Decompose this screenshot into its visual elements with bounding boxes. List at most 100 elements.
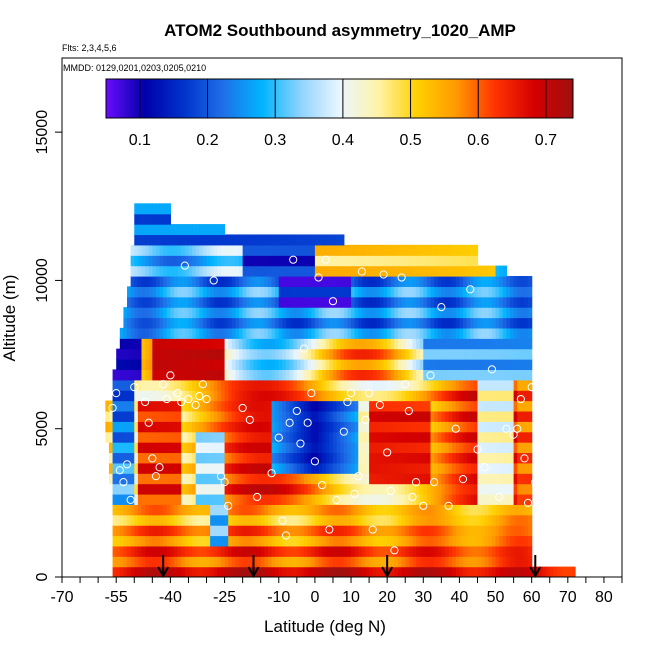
heatmap-cell — [257, 379, 262, 391]
heatmap-cell — [195, 410, 200, 422]
heatmap-cell — [437, 442, 442, 454]
heatmap-cell — [184, 452, 190, 464]
heatmap-cell — [376, 379, 381, 391]
heatmap-cell — [228, 317, 233, 329]
heatmap-cell — [448, 473, 453, 485]
heatmap-cell — [231, 410, 237, 422]
heatmap-cell — [275, 556, 280, 568]
heatmap-cell — [282, 410, 287, 422]
heatmap-cell — [307, 296, 312, 308]
heatmap-cell — [293, 545, 298, 557]
heatmap-cell — [448, 327, 453, 339]
heatmap-cell — [502, 369, 507, 381]
heatmap-cell — [347, 379, 352, 391]
heatmap-cell — [452, 462, 457, 474]
heatmap-cell — [481, 504, 486, 516]
heatmap-cell — [517, 359, 522, 370]
heatmap-cell — [267, 442, 273, 454]
heatmap-cell — [141, 359, 146, 370]
heatmap-cell — [296, 421, 302, 433]
heatmap-cell — [155, 203, 161, 215]
heatmap-cell — [239, 452, 244, 464]
heatmap-cell — [491, 359, 497, 370]
heatmap-cell — [491, 483, 497, 495]
heatmap-cell — [246, 566, 251, 577]
heatmap-cell — [383, 286, 388, 298]
heatmap-cell — [376, 327, 381, 339]
heatmap-cell — [249, 525, 255, 537]
heatmap-cell — [163, 442, 168, 454]
heatmap-cell — [416, 566, 421, 577]
heatmap-cell — [437, 566, 442, 577]
heatmap-cell — [119, 431, 125, 443]
heatmap-cell — [145, 234, 150, 246]
heatmap-cell — [220, 296, 226, 308]
heatmap-cell — [343, 327, 349, 339]
heatmap-cell — [249, 545, 255, 557]
observation-point — [516, 394, 525, 404]
heatmap-cell — [195, 400, 200, 412]
heatmap-cell — [343, 431, 349, 443]
heatmap-cell — [405, 400, 410, 412]
heatmap-cell — [430, 566, 435, 577]
heatmap-cell — [264, 535, 269, 547]
heatmap-cell — [520, 462, 526, 474]
heatmap-cell — [242, 535, 247, 547]
heatmap-cell — [264, 473, 269, 485]
heatmap-cell — [145, 410, 150, 422]
heatmap-cell — [231, 514, 237, 526]
heatmap-cell — [405, 348, 410, 360]
heatmap-cell — [340, 307, 345, 319]
heatmap-cell — [267, 410, 273, 422]
heatmap-cell — [502, 307, 507, 319]
heatmap-cell — [499, 327, 504, 339]
heatmap-cell — [524, 473, 529, 485]
observation-point — [126, 495, 135, 504]
heatmap-cell — [206, 566, 211, 577]
heatmap-cell — [159, 307, 164, 319]
heatmap-cell — [184, 525, 190, 537]
heatmap-cell — [484, 535, 489, 547]
heatmap-cell — [376, 400, 381, 412]
heatmap-cell — [325, 244, 330, 256]
heatmap-cell — [416, 556, 421, 568]
heatmap-cell — [506, 442, 511, 454]
heatmap-cell — [513, 275, 518, 287]
heatmap-cell — [336, 296, 341, 308]
heatmap-cell — [177, 359, 182, 370]
heatmap-cell — [466, 244, 471, 256]
heatmap-cell — [437, 359, 442, 370]
heatmap-cell — [300, 410, 305, 422]
heatmap-cell — [108, 462, 114, 474]
heatmap-cell — [383, 535, 388, 547]
heatmap-cell — [470, 545, 475, 557]
heatmap-cell — [398, 338, 403, 350]
heatmap-cell — [365, 379, 370, 391]
heatmap-cell — [192, 369, 197, 381]
heatmap-cell — [398, 296, 403, 308]
heatmap-cell — [242, 359, 247, 370]
heatmap-cell — [134, 286, 139, 298]
heatmap-cell — [528, 504, 533, 516]
heatmap-cell — [332, 483, 338, 495]
heatmap-cell — [293, 462, 298, 474]
heatmap-cell — [459, 265, 464, 277]
heatmap-cell — [426, 410, 432, 422]
heatmap-cell — [163, 462, 168, 474]
heatmap-cell — [336, 462, 341, 474]
heatmap-cell — [401, 535, 406, 547]
heatmap-cell — [336, 369, 341, 381]
heatmap-cell — [322, 390, 327, 402]
heatmap-cell — [491, 421, 497, 433]
heatmap-cell — [383, 317, 388, 329]
heatmap-cell — [387, 379, 392, 391]
heatmap-cell — [228, 442, 233, 454]
heatmap-cell — [329, 504, 334, 516]
heatmap-cell — [181, 535, 186, 547]
heatmap-cell — [571, 566, 576, 577]
heatmap-cell — [282, 431, 287, 443]
heatmap-cell — [217, 556, 222, 568]
heatmap-cell — [510, 525, 515, 537]
heatmap-cell — [412, 255, 417, 267]
heatmap-cell — [343, 556, 349, 568]
